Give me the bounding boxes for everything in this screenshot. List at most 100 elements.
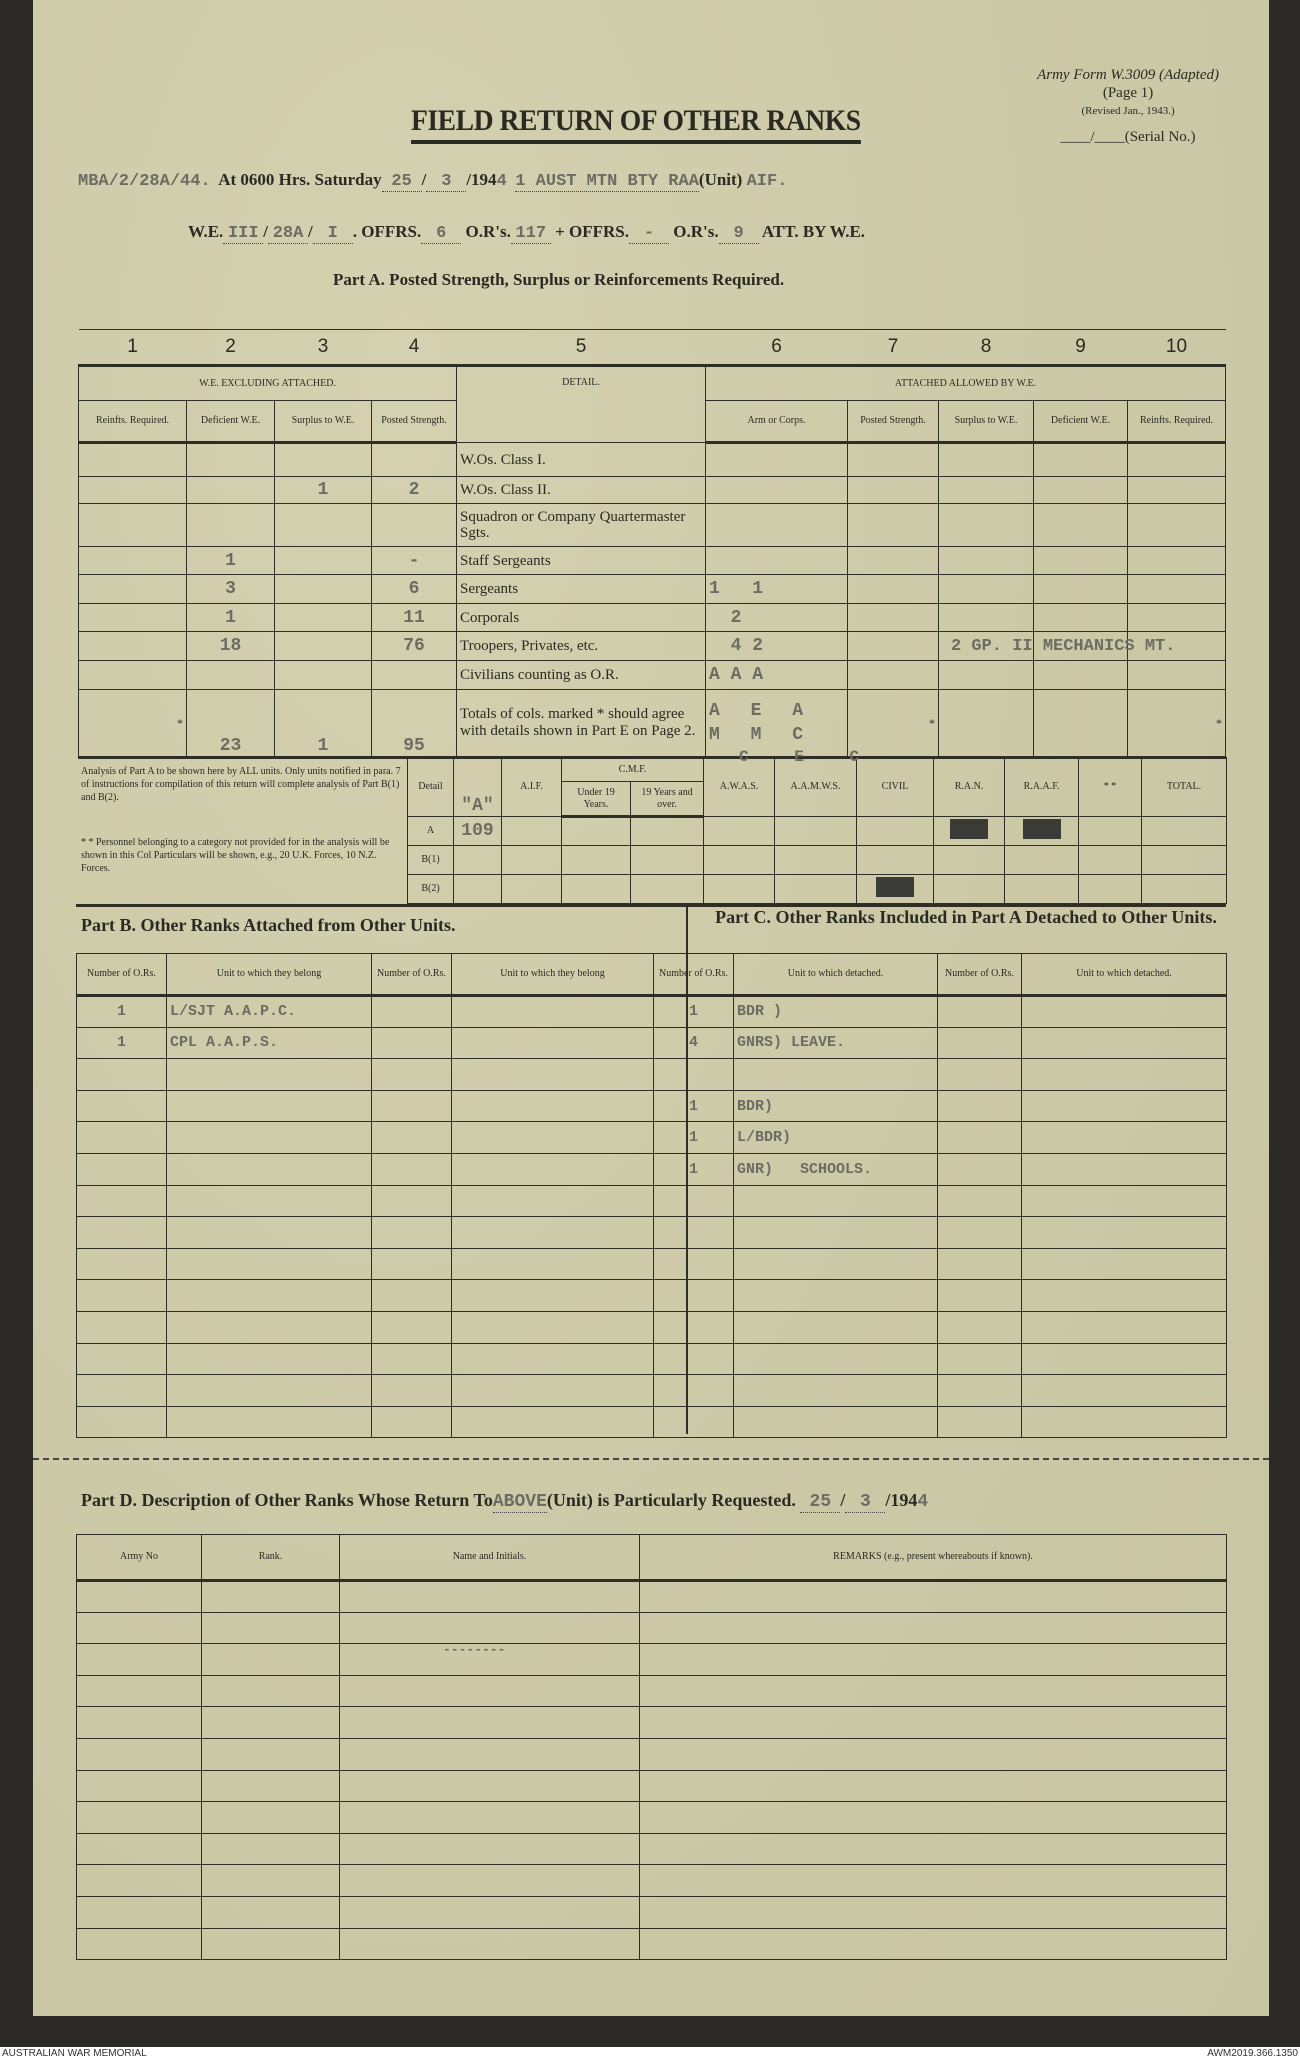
form-cell xyxy=(76,1927,202,1961)
attached-cell xyxy=(938,476,1034,504)
form-cell: 1 xyxy=(76,1026,167,1060)
form-cell xyxy=(371,1026,452,1060)
surplus-cell xyxy=(274,603,372,632)
form-cell xyxy=(339,1737,640,1771)
form-cell xyxy=(166,1216,372,1249)
analysis-note-2: * * Personnel belonging to a category no… xyxy=(81,837,390,874)
part-c-header: Unit to which detached. xyxy=(1021,953,1227,997)
analysis-cell xyxy=(629,816,705,846)
form-cell xyxy=(451,1184,654,1218)
footer: AUSTRALIAN WAR MEMORIAL AWM2019.366.1350 xyxy=(0,2047,1300,2061)
totals-row: * 23 1 95 Totals of cols. marked * should ag… xyxy=(78,689,1226,759)
form-cell xyxy=(1021,1089,1227,1123)
posted-cell: 2 xyxy=(371,476,457,504)
star-mark: * xyxy=(847,689,939,759)
reinfts-cell xyxy=(78,503,187,547)
deficient-cell: 1 xyxy=(186,546,275,575)
deficient-cell xyxy=(186,476,275,504)
form-cell xyxy=(1021,1121,1227,1154)
detail-label: W.Os. Class II. xyxy=(456,476,706,504)
attached-cell xyxy=(1127,603,1226,632)
detail-row: Squadron or Company Quartermaster Sgts. xyxy=(78,503,1226,547)
form-cell xyxy=(76,1058,167,1091)
col-number: 10 xyxy=(1127,329,1226,367)
form-cell xyxy=(937,1121,1022,1154)
arm-corps-cell xyxy=(705,546,848,575)
attached-cell xyxy=(1033,689,1128,759)
form-cell: 4 xyxy=(653,1026,734,1060)
form-cell xyxy=(339,1643,640,1676)
form-cell xyxy=(1021,1342,1227,1376)
detail-label: Corporals xyxy=(456,603,706,632)
analysis-cell xyxy=(1141,816,1228,846)
form-cell xyxy=(733,1184,938,1218)
part-b-heading: Part B. Other Ranks Attached from Other … xyxy=(81,915,456,935)
attached-cell xyxy=(847,476,939,504)
form-reference: Army Form W.3009 (Adapted) (Page 1) (Rev… xyxy=(1037,67,1219,145)
detail-label: Troopers, Privates, etc. xyxy=(456,631,706,661)
col-number: 3 xyxy=(274,329,372,367)
detail-row: 1 2 W.Os. Class II. xyxy=(78,476,1226,504)
table-row: 1 BDR) xyxy=(76,1089,1227,1123)
form-cell xyxy=(653,1247,734,1281)
deficient-cell xyxy=(186,442,275,477)
form-cell xyxy=(339,1674,640,1708)
analysis-cell xyxy=(629,874,705,904)
table-row xyxy=(76,1184,1227,1218)
attached-cell xyxy=(1127,660,1226,690)
surplus-cell xyxy=(274,574,372,604)
form-cell xyxy=(733,1342,938,1376)
analysis-cell xyxy=(703,816,776,846)
form-cell xyxy=(339,1895,640,1929)
attached-cell xyxy=(1127,546,1226,575)
analysis-cell xyxy=(561,845,631,875)
typed-corps: M M C xyxy=(709,725,814,745)
total-deficient: 23 xyxy=(186,689,275,759)
part-d-header: Rank. xyxy=(201,1534,340,1582)
form-cell: L/BDR) xyxy=(733,1121,938,1154)
form-cell xyxy=(201,1927,340,1961)
col-number: 9 xyxy=(1033,329,1128,367)
form-cell xyxy=(1021,1374,1227,1407)
detail-header: DETAIL. xyxy=(456,365,706,443)
form-cell xyxy=(166,1374,372,1407)
table-row xyxy=(76,1643,1227,1676)
form-cell: BDR) xyxy=(733,1089,938,1123)
attached-cell xyxy=(847,603,939,632)
form-cell xyxy=(653,1342,734,1376)
part-d-heading: Part D. Description of Other Ranks Whose… xyxy=(81,1490,929,1513)
page-title: FIELD RETURN OF OTHER RANKS xyxy=(411,104,861,144)
sub-header: Arm or Corps. xyxy=(705,400,848,444)
redaction-block xyxy=(1022,819,1061,839)
star-mark: * xyxy=(78,689,187,759)
table-row xyxy=(76,1706,1227,1739)
form-cell xyxy=(653,1279,734,1312)
divider xyxy=(76,904,1226,907)
table-row xyxy=(76,1279,1227,1312)
troopers-note: 2 GP. II MECHANICS MT. xyxy=(951,637,1176,656)
form-cell xyxy=(166,1184,372,1218)
form-cell: 1 xyxy=(76,995,167,1028)
form-cell xyxy=(166,1058,372,1091)
form-cell xyxy=(451,1216,654,1249)
form-cell xyxy=(733,1279,938,1312)
table-row xyxy=(76,1611,1227,1645)
attached-cell xyxy=(938,546,1034,575)
form-cell xyxy=(76,1184,167,1218)
analysis-cell xyxy=(1078,845,1143,875)
attached-cell xyxy=(847,503,939,547)
typed-mark: -------- xyxy=(443,1642,506,1657)
form-cell xyxy=(339,1611,640,1645)
analysis-cell xyxy=(561,874,631,904)
surplus-cell: 1 xyxy=(274,476,372,504)
analysis-cell xyxy=(629,845,705,875)
reinfts-cell xyxy=(78,546,187,575)
form-cell xyxy=(653,1058,734,1091)
detail-row: W.Os. Class I. xyxy=(78,442,1226,477)
form-cell: 1 xyxy=(653,995,734,1028)
surplus-cell xyxy=(274,631,372,661)
form-cell xyxy=(201,1832,340,1866)
form-cell xyxy=(76,1895,202,1929)
table-row xyxy=(76,1405,1227,1439)
sub-header: Posted Strength. xyxy=(847,400,939,444)
